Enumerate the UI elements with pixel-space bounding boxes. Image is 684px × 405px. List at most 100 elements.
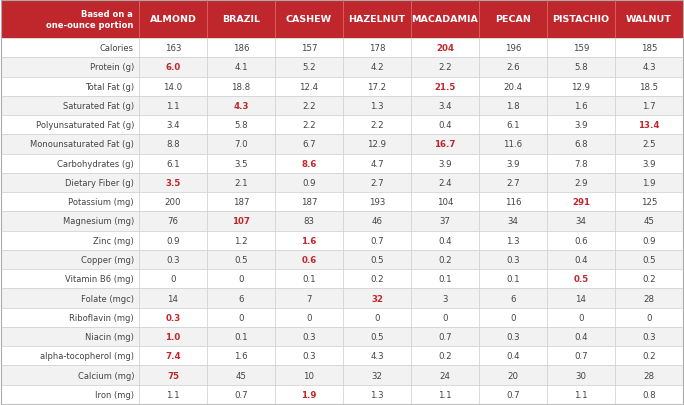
Text: 157: 157 (301, 44, 317, 53)
Text: 1.3: 1.3 (370, 390, 384, 399)
Text: 18.8: 18.8 (231, 83, 250, 92)
Text: Riboflavin (mg): Riboflavin (mg) (69, 313, 134, 322)
Text: 0.5: 0.5 (573, 275, 588, 284)
Text: 0.3: 0.3 (506, 256, 520, 264)
Text: 0.7: 0.7 (574, 352, 588, 360)
Text: 34: 34 (575, 217, 586, 226)
Text: 18.5: 18.5 (640, 83, 659, 92)
Text: 28: 28 (644, 371, 655, 379)
Text: 0: 0 (306, 313, 312, 322)
Text: 163: 163 (165, 44, 181, 53)
Bar (1, 327, 683, 346)
Text: 193: 193 (369, 198, 385, 207)
Text: 75: 75 (167, 371, 179, 379)
Text: 6: 6 (238, 294, 244, 303)
Text: 45: 45 (644, 217, 655, 226)
Text: BRAZIL: BRAZIL (222, 15, 260, 24)
Text: 0.3: 0.3 (642, 332, 656, 341)
Text: 3.9: 3.9 (438, 159, 451, 168)
Text: 185: 185 (641, 44, 657, 53)
Text: 30: 30 (575, 371, 586, 379)
Text: 1.2: 1.2 (234, 236, 248, 245)
Text: 0.4: 0.4 (574, 332, 588, 341)
Text: 6.1: 6.1 (506, 121, 520, 130)
Text: 0.1: 0.1 (302, 275, 316, 284)
Text: 1.8: 1.8 (506, 102, 520, 111)
Text: Monounsaturated Fat (g): Monounsaturated Fat (g) (30, 140, 134, 149)
Text: Vitamin B6 (mg): Vitamin B6 (mg) (65, 275, 134, 284)
Text: 0.6: 0.6 (574, 236, 588, 245)
Text: 13.4: 13.4 (638, 121, 660, 130)
Text: 17.2: 17.2 (367, 83, 386, 92)
Text: 2.7: 2.7 (370, 179, 384, 188)
Text: 1.7: 1.7 (642, 102, 656, 111)
Text: ALMOND: ALMOND (150, 15, 196, 24)
Text: 0: 0 (646, 313, 652, 322)
Text: 0.8: 0.8 (642, 390, 656, 399)
Bar (1, 173, 683, 193)
Text: 0.2: 0.2 (438, 256, 452, 264)
Text: MACADAMIA: MACADAMIA (412, 15, 478, 24)
Text: 8.6: 8.6 (302, 159, 317, 168)
Text: 12.4: 12.4 (300, 83, 319, 92)
Text: 0.5: 0.5 (234, 256, 248, 264)
Text: 0.5: 0.5 (370, 256, 384, 264)
Text: 5.8: 5.8 (574, 63, 588, 72)
Text: 0: 0 (238, 313, 244, 322)
Text: 0.7: 0.7 (506, 390, 520, 399)
Text: Based on a
one-ounce portion: Based on a one-ounce portion (46, 10, 133, 30)
Bar (1, 154, 683, 173)
Text: 3.9: 3.9 (642, 159, 656, 168)
Text: 0.4: 0.4 (438, 121, 452, 130)
Text: 14.0: 14.0 (163, 83, 183, 92)
Text: 2.9: 2.9 (575, 179, 588, 188)
Text: 0.3: 0.3 (302, 352, 316, 360)
Text: 6.0: 6.0 (166, 63, 181, 72)
Text: 4.3: 4.3 (233, 102, 249, 111)
Text: 24: 24 (440, 371, 451, 379)
Text: 6: 6 (510, 294, 516, 303)
Text: 20.4: 20.4 (503, 83, 523, 92)
Text: Calories: Calories (100, 44, 134, 53)
Text: 11.6: 11.6 (503, 140, 523, 149)
Text: 0.1: 0.1 (234, 332, 248, 341)
Text: Dietary Fiber (g): Dietary Fiber (g) (65, 179, 134, 188)
Text: 0.4: 0.4 (506, 352, 520, 360)
Text: 125: 125 (641, 198, 657, 207)
Text: 0.5: 0.5 (370, 332, 384, 341)
Text: 4.3: 4.3 (370, 352, 384, 360)
Text: 46: 46 (371, 217, 382, 226)
Text: 3.5: 3.5 (166, 179, 181, 188)
Text: 0.3: 0.3 (166, 313, 181, 322)
Text: 1.1: 1.1 (166, 102, 180, 111)
Text: HAZELNUT: HAZELNUT (349, 15, 406, 24)
Text: 7.4: 7.4 (166, 352, 181, 360)
Text: 3.9: 3.9 (506, 159, 520, 168)
Text: 1.0: 1.0 (166, 332, 181, 341)
Text: 14: 14 (575, 294, 586, 303)
Text: 200: 200 (165, 198, 181, 207)
Text: 107: 107 (232, 217, 250, 226)
Text: 0.3: 0.3 (166, 256, 180, 264)
Bar (1, 308, 683, 327)
Text: 0.2: 0.2 (642, 275, 656, 284)
Text: 0.3: 0.3 (506, 332, 520, 341)
Bar (1, 77, 683, 96)
Text: 3.9: 3.9 (575, 121, 588, 130)
Text: 1.6: 1.6 (574, 102, 588, 111)
Text: 5.8: 5.8 (234, 121, 248, 130)
Text: 2.5: 2.5 (642, 140, 656, 149)
Text: 0.2: 0.2 (438, 352, 452, 360)
Bar (1, 135, 683, 154)
Text: Polyunsaturated Fat (g): Polyunsaturated Fat (g) (36, 121, 134, 130)
Text: 0.4: 0.4 (574, 256, 588, 264)
Text: 6.1: 6.1 (166, 159, 180, 168)
Bar (1, 346, 683, 366)
Text: 5.2: 5.2 (302, 63, 316, 72)
Text: 0.9: 0.9 (302, 179, 316, 188)
Text: 7.8: 7.8 (574, 159, 588, 168)
Text: 12.9: 12.9 (572, 83, 590, 92)
Text: 0: 0 (443, 313, 448, 322)
Text: 4.3: 4.3 (642, 63, 656, 72)
Text: 104: 104 (437, 198, 453, 207)
